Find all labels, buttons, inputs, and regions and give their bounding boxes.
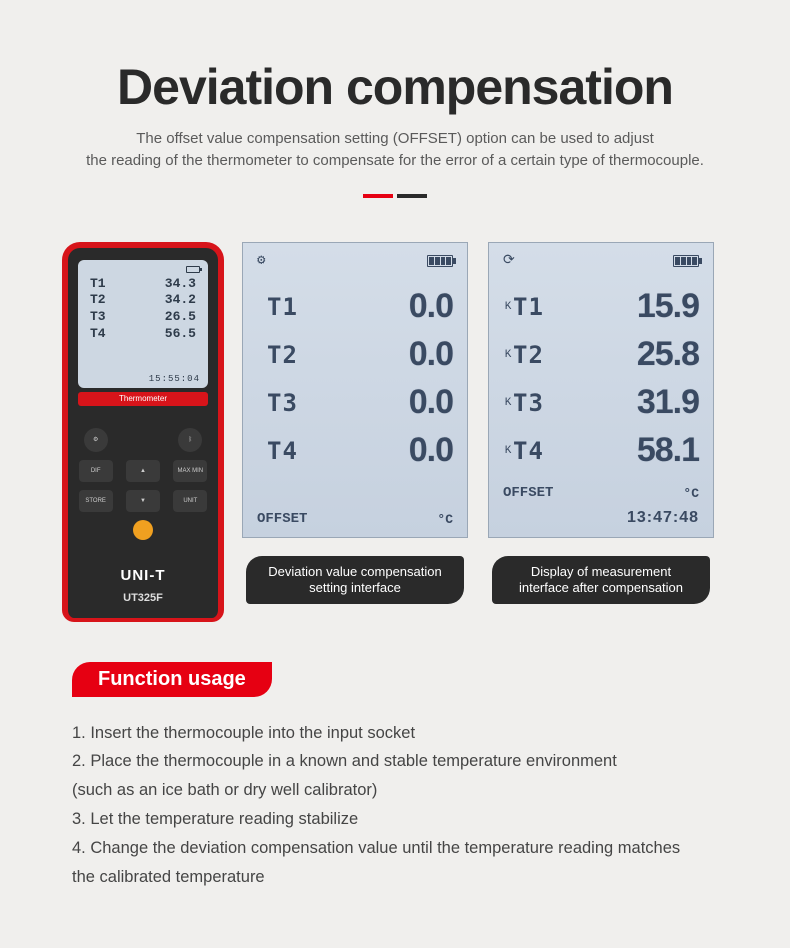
channel-label: T3: [513, 389, 557, 417]
caption-left: Deviation value compensation setting int…: [246, 556, 464, 605]
usage-step: (such as an ice bath or dry well calibra…: [72, 776, 718, 805]
battery-icon: [427, 255, 453, 267]
channel-label: T4: [267, 437, 311, 465]
device-row-val: 26.5: [165, 309, 196, 326]
reading-value: 31.9: [557, 383, 699, 422]
reading-value: 0.0: [311, 383, 453, 422]
channel-label: T4: [513, 437, 557, 465]
usage-steps: 1. Insert the thermocouple into the inpu…: [72, 719, 718, 892]
offset-label: OFFSET: [257, 511, 307, 527]
type-label: K: [503, 349, 513, 361]
usage-step: 1. Insert the thermocouple into the inpu…: [72, 719, 718, 748]
device-brand: UNI-T: [62, 567, 224, 584]
reading-value: 58.1: [557, 431, 699, 470]
power-button: [133, 520, 153, 540]
device-row-ch: T4: [90, 326, 106, 343]
channel-label: T3: [267, 389, 311, 417]
reading-value: 15.9: [557, 287, 699, 326]
device-screen: T1 34.3 T2 34.2 T3 26.5 T4 56.5 15:55:04: [78, 260, 208, 388]
maxmin-button: MAX MIN: [173, 460, 207, 482]
type-label: K: [503, 445, 513, 457]
device-row-val: 34.3: [165, 276, 196, 293]
reading-value: 0.0: [311, 335, 453, 374]
gear-icon: ⚙: [257, 252, 265, 269]
device-label: Thermometer: [78, 392, 208, 406]
bluetooth-icon: ᛒ: [178, 428, 202, 452]
divider-red: [363, 194, 393, 198]
device-row-val: 34.2: [165, 292, 196, 309]
device-model: UT325F: [62, 592, 224, 604]
unit-label: °C: [437, 512, 453, 527]
battery-icon: [673, 255, 699, 267]
store-button: STORE: [79, 490, 113, 512]
usage-step: 2. Place the thermocouple in a known and…: [72, 747, 718, 776]
unit-button: UNIT: [173, 490, 207, 512]
reading-value: 0.0: [311, 287, 453, 326]
channel-label: T2: [267, 341, 311, 369]
thermometer-device: T1 34.3 T2 34.2 T3 26.5 T4 56.5 15:55:04 The…: [62, 242, 224, 622]
page-title: Deviation compensation: [0, 0, 790, 116]
offset-label: OFFSET: [503, 485, 553, 501]
lcd-measurement-display: ⟳ KT115.9 KT225.8 KT331.9 KT458.1 OFFSET…: [488, 242, 714, 538]
subtitle-line: The offset value compensation setting (O…: [40, 128, 750, 150]
dif-button: DIF: [79, 460, 113, 482]
up-button: ▲: [126, 460, 160, 482]
type-label: K: [503, 397, 513, 409]
reading-value: 25.8: [557, 335, 699, 374]
usage-step: 4. Change the deviation compensation val…: [72, 834, 718, 863]
subtitle: The offset value compensation setting (O…: [0, 128, 790, 172]
divider-black: [397, 194, 427, 198]
type-label: K: [503, 301, 513, 313]
device-buttons: ⚙ ᛒ DIF ▲ MAX MIN STORE ▼ UNIT: [76, 428, 210, 540]
usage-step: 3. Let the temperature reading stabilize: [72, 805, 718, 834]
caption-right: Display of measurement interface after c…: [492, 556, 710, 605]
divider: [0, 194, 790, 198]
device-row-val: 56.5: [165, 326, 196, 343]
device-row-ch: T1: [90, 276, 106, 293]
reading-value: 0.0: [311, 431, 453, 470]
battery-icon: [186, 266, 200, 273]
down-button: ▼: [126, 490, 160, 512]
unit-label: °C: [683, 486, 699, 501]
channel-label: T1: [267, 293, 311, 321]
function-usage-badge: Function usage: [72, 662, 272, 697]
device-time: 15:55:04: [149, 374, 200, 384]
refresh-icon: ⟳: [503, 252, 515, 269]
device-row-ch: T3: [90, 309, 106, 326]
usage-step: the calibrated temperature: [72, 863, 718, 892]
device-row-ch: T2: [90, 292, 106, 309]
channel-label: T2: [513, 341, 557, 369]
lcd-offset-settings: ⚙ T10.0 T20.0 T30.0 T40.0 OFFSET °C: [242, 242, 468, 538]
channel-label: T1: [513, 293, 557, 321]
subtitle-line: the reading of the thermometer to compen…: [40, 150, 750, 172]
gear-icon: ⚙: [84, 428, 108, 452]
lcd-time: 13:47:48: [627, 509, 699, 527]
